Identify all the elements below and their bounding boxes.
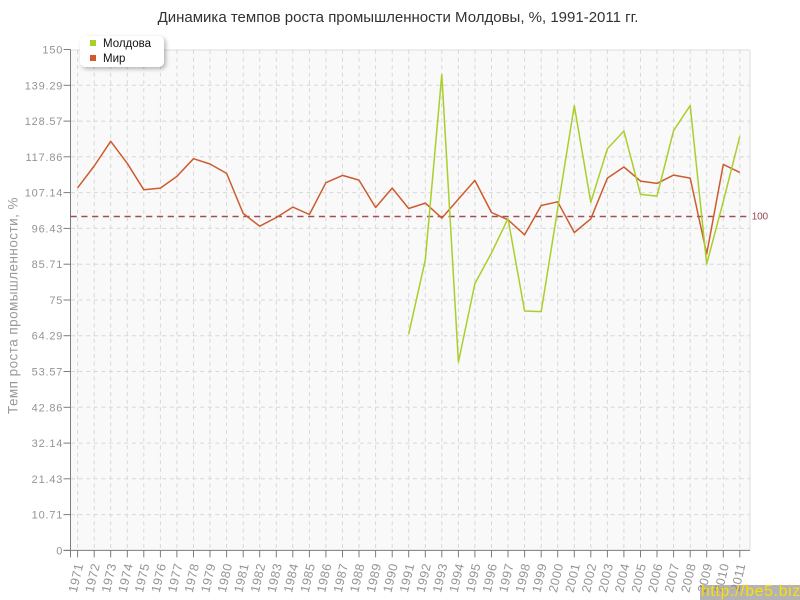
svg-text:85.71: 85.71 xyxy=(32,259,64,271)
svg-text:1997: 1997 xyxy=(496,562,516,594)
svg-text:1973: 1973 xyxy=(99,562,119,594)
svg-text:21.43: 21.43 xyxy=(32,474,64,486)
svg-text:2001: 2001 xyxy=(563,562,583,594)
svg-text:117.86: 117.86 xyxy=(26,152,64,164)
svg-text:2002: 2002 xyxy=(579,562,599,594)
svg-text:0: 0 xyxy=(56,545,63,557)
svg-text:128.57: 128.57 xyxy=(25,116,63,128)
svg-text:96.43: 96.43 xyxy=(32,223,64,235)
svg-text:1991: 1991 xyxy=(397,562,417,594)
svg-text:32.14: 32.14 xyxy=(32,438,64,450)
svg-text:1994: 1994 xyxy=(447,562,467,594)
svg-text:1981: 1981 xyxy=(232,562,252,594)
svg-text:2008: 2008 xyxy=(679,562,699,594)
svg-text:1980: 1980 xyxy=(215,562,235,594)
svg-text:1982: 1982 xyxy=(248,562,268,594)
svg-text:1996: 1996 xyxy=(480,562,500,594)
svg-text:107.14: 107.14 xyxy=(25,188,63,200)
svg-text:1971: 1971 xyxy=(66,562,86,594)
svg-text:2003: 2003 xyxy=(596,562,616,594)
svg-text:1988: 1988 xyxy=(347,562,367,594)
svg-text:150: 150 xyxy=(42,45,63,57)
svg-text:10.71: 10.71 xyxy=(32,510,64,522)
svg-text:75: 75 xyxy=(49,295,63,307)
svg-text:64.29: 64.29 xyxy=(32,331,64,343)
svg-text:139.29: 139.29 xyxy=(25,80,63,92)
svg-text:2007: 2007 xyxy=(662,562,682,594)
svg-text:2006: 2006 xyxy=(645,562,665,594)
svg-text:1984: 1984 xyxy=(281,562,301,594)
svg-text:1978: 1978 xyxy=(182,562,202,594)
svg-text:53.57: 53.57 xyxy=(32,367,64,379)
svg-text:1977: 1977 xyxy=(165,562,185,594)
svg-text:1979: 1979 xyxy=(198,562,218,594)
svg-text:1983: 1983 xyxy=(265,562,285,594)
svg-text:1985: 1985 xyxy=(298,562,318,594)
svg-text:2000: 2000 xyxy=(546,562,566,594)
svg-text:2005: 2005 xyxy=(629,562,649,594)
svg-text:100: 100 xyxy=(752,212,769,223)
svg-text:2004: 2004 xyxy=(612,562,632,594)
svg-text:1990: 1990 xyxy=(381,562,401,594)
svg-text:1974: 1974 xyxy=(116,562,136,594)
svg-text:1995: 1995 xyxy=(463,562,483,594)
svg-text:1972: 1972 xyxy=(83,562,103,594)
svg-text:42.86: 42.86 xyxy=(32,402,64,414)
svg-text:1999: 1999 xyxy=(530,562,550,594)
svg-text:1992: 1992 xyxy=(414,562,434,594)
svg-text:1998: 1998 xyxy=(513,562,533,594)
svg-text:1993: 1993 xyxy=(430,562,450,594)
svg-text:1976: 1976 xyxy=(149,562,169,594)
svg-text:1989: 1989 xyxy=(364,562,384,594)
svg-text:1975: 1975 xyxy=(132,562,152,594)
svg-text:1986: 1986 xyxy=(314,562,334,594)
svg-text:1987: 1987 xyxy=(331,562,351,594)
